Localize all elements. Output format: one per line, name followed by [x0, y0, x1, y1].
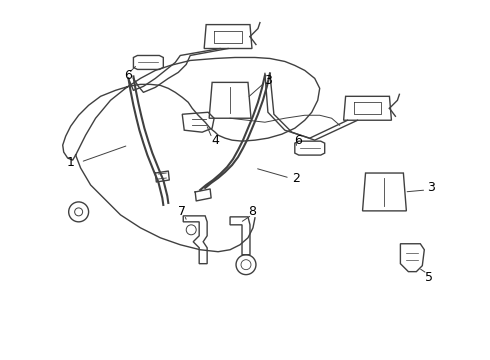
Text: 3: 3	[264, 74, 272, 87]
Text: 7: 7	[178, 205, 186, 219]
Text: 4: 4	[211, 134, 219, 147]
Text: 5: 5	[425, 271, 433, 284]
Text: 8: 8	[248, 205, 256, 219]
Text: 2: 2	[292, 171, 300, 185]
Text: 6: 6	[124, 69, 132, 82]
Text: 6: 6	[294, 134, 302, 147]
Text: 1: 1	[67, 156, 74, 168]
Text: 3: 3	[427, 181, 435, 194]
